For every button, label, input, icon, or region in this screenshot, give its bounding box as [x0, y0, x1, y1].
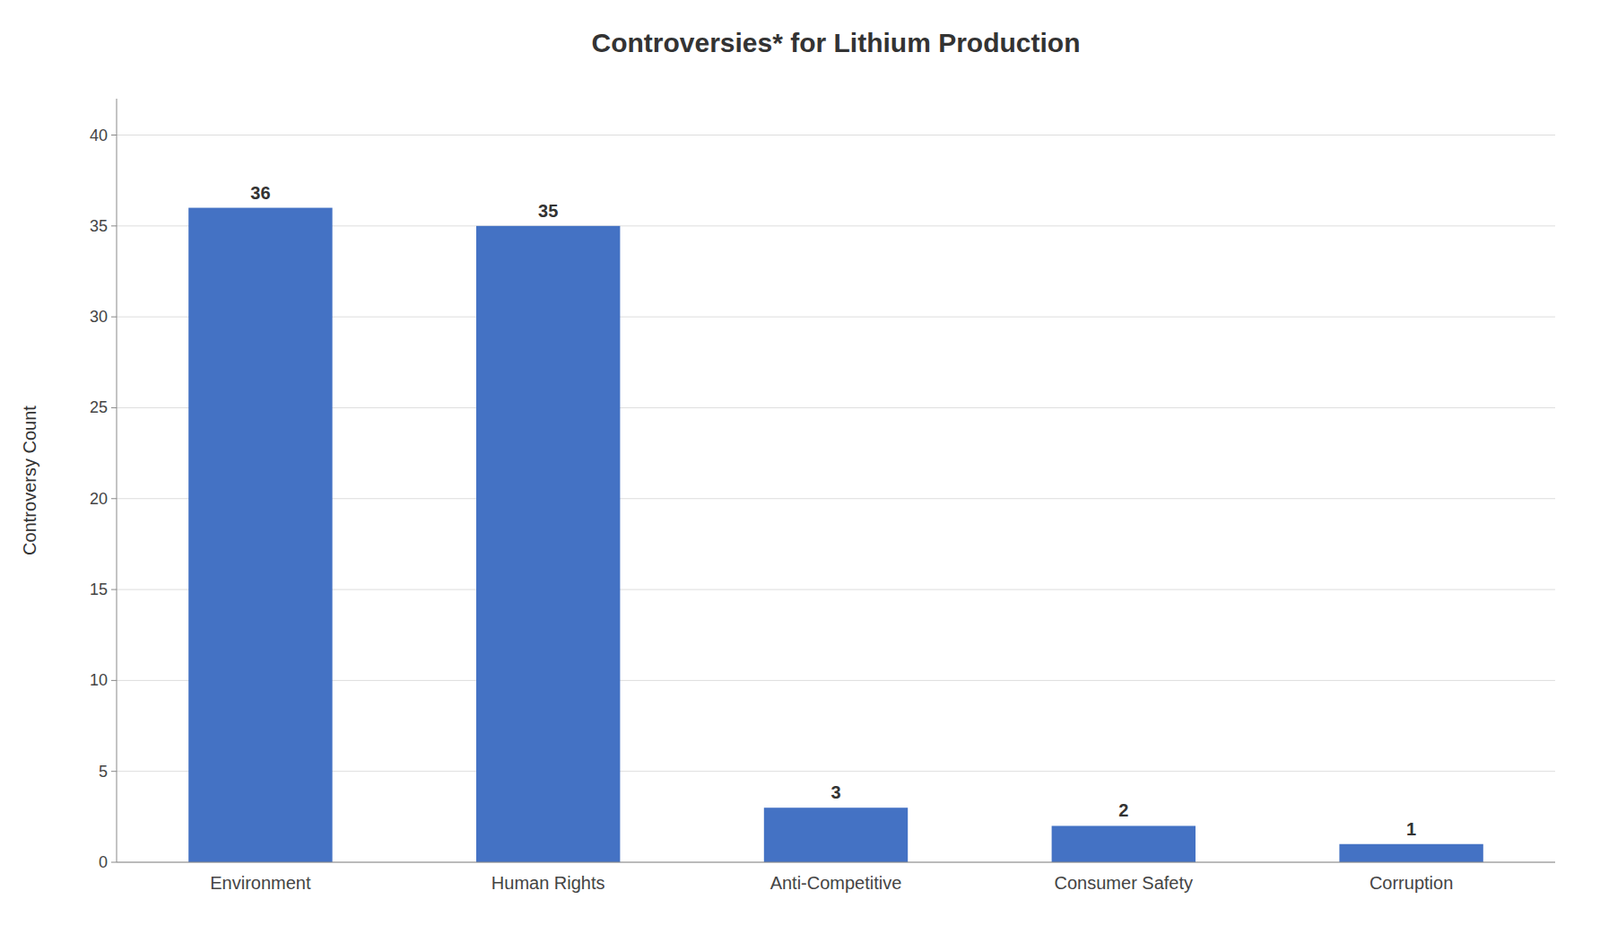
y-tick: [111, 225, 117, 227]
x-tick-label: Anti-Competitive: [770, 872, 903, 893]
y-tick-label: 20: [89, 489, 108, 508]
data-label: 36: [250, 182, 270, 203]
y-tick-label: 5: [98, 762, 108, 781]
x-tick-label: Corruption: [1369, 872, 1453, 893]
data-label: 35: [538, 200, 558, 221]
grid: [116, 135, 1556, 862]
x-tick-label: Environment: [209, 872, 312, 893]
y-axis-line: [116, 98, 118, 862]
x-tick-label: Consumer Safety: [1054, 872, 1194, 893]
title: Controversies* for Lithium Production: [591, 27, 1080, 58]
grid-line: [116, 407, 1556, 409]
y-tick: [111, 679, 117, 681]
x-tick-label: Human Rights: [491, 872, 606, 893]
x-ticks: Environment Human Rights Anti-Competitive C…: [209, 872, 1453, 893]
x-axis-line: [116, 861, 1556, 863]
y-tick-label: 30: [89, 307, 108, 326]
grid-line: [116, 589, 1556, 591]
data-label: 1: [1406, 818, 1417, 839]
grid-line: [116, 679, 1556, 681]
y-ticks: 0 5 10 15 20 25 30 35 40: [89, 126, 117, 871]
bar: [1339, 843, 1483, 862]
y-tick-label: 25: [89, 398, 108, 417]
y-tick: [111, 770, 117, 772]
y-tick-label: 35: [89, 217, 108, 235]
y-tick: [111, 134, 117, 136]
y-tick-label: 15: [89, 580, 108, 599]
data-labels: 36 35 3 2 1: [250, 182, 1417, 839]
data-label: 2: [1118, 800, 1129, 820]
y-tick: [111, 407, 117, 409]
grid-line: [116, 770, 1556, 772]
bar: [188, 208, 332, 862]
bars: [188, 208, 1484, 862]
grid-line: [116, 316, 1556, 318]
page: {"chart_data": {"type": "bar", "title": …: [0, 0, 1600, 943]
chart-svg: Controversies* for Lithium Production Con…: [0, 0, 1600, 943]
y-tick: [111, 861, 117, 863]
y-tick: [111, 589, 117, 591]
data-label: 3: [830, 782, 841, 802]
y-tick: [111, 497, 117, 499]
grid-line: [116, 225, 1556, 227]
y-tick-label: 0: [98, 852, 108, 871]
bar: [1052, 825, 1196, 862]
grid-line: [116, 134, 1556, 136]
y-tick: [111, 316, 117, 318]
bar: [764, 807, 908, 862]
y-tick-label: 40: [89, 126, 108, 145]
grid-line: [116, 861, 1556, 863]
chart-container: Controversies* for Lithium Production Con…: [0, 0, 1600, 943]
grid-line: [116, 497, 1556, 499]
bar: [476, 226, 620, 862]
y-tick-label: 10: [89, 670, 108, 689]
y-axis-label: Controversy Count: [19, 405, 40, 556]
